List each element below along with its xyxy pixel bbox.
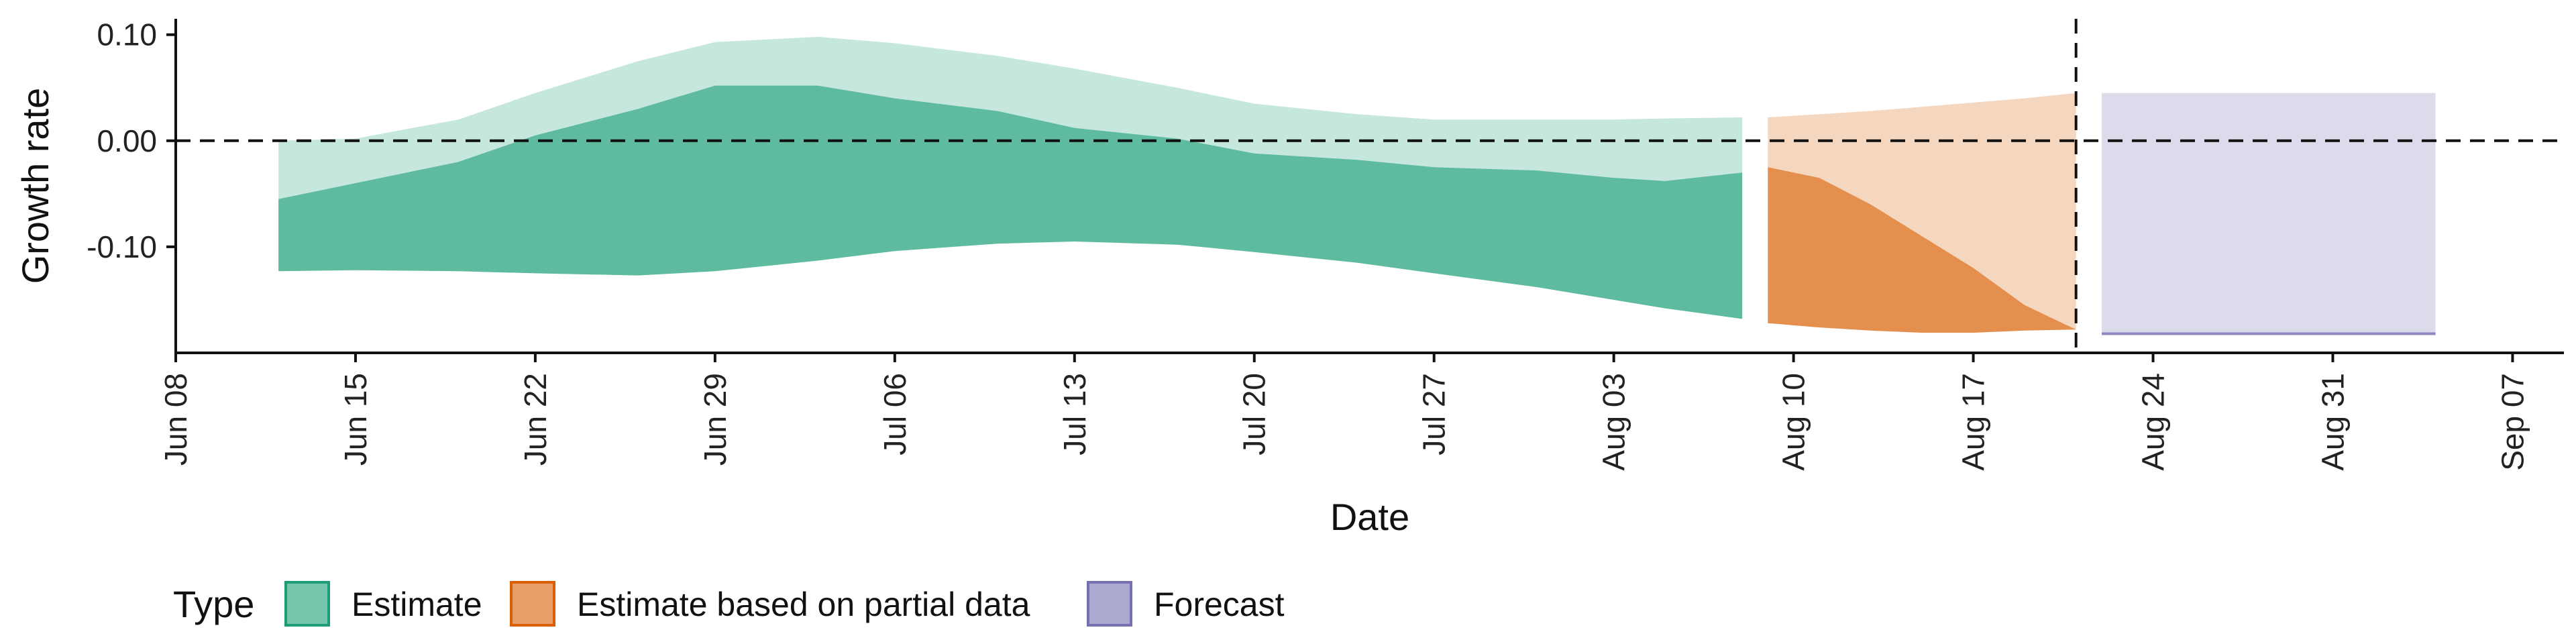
- x-tick-label: Aug 31: [2315, 373, 2350, 471]
- plot-area: [176, 19, 2564, 353]
- x-ticks: Jun 08 Jun 15 Jun 22 Jun 29 Jul 06 Jul 13 Jul …: [158, 353, 2530, 471]
- series-0-inner-band: [278, 85, 1743, 319]
- x-tick-label: Jun 29: [698, 373, 733, 466]
- series-bands: [278, 36, 2436, 335]
- series-2-outer-band: [2102, 93, 2436, 334]
- x-tick-label: Jul 27: [1417, 373, 1452, 455]
- x-tick-label: Sep 07: [2495, 373, 2530, 471]
- x-tick-label: Jun 15: [338, 373, 373, 466]
- x-tick-label: Aug 03: [1597, 373, 1631, 471]
- y-axis: 0.10 0.00 -0.10: [87, 17, 177, 353]
- x-tick-label: Aug 17: [1956, 373, 1991, 471]
- legend-label: Estimate based on partial data: [577, 586, 1030, 623]
- x-tick-label: Jul 20: [1237, 373, 1272, 455]
- x-tick-label: Jun 22: [518, 373, 553, 466]
- y-axis-title: Growth rate: [14, 88, 56, 284]
- legend-label: Estimate: [352, 586, 482, 623]
- x-axis-title: Date: [1330, 496, 1409, 538]
- series-1-inner-band: [1768, 167, 2076, 333]
- x-tick-label: Jul 13: [1057, 373, 1092, 455]
- legend-items: Estimate Estimate based on partial data Fo…: [284, 581, 1285, 627]
- x-tick-label: Jul 06: [877, 373, 912, 455]
- legend-swatch: [1087, 581, 1132, 627]
- x-tick-label: Aug 24: [2136, 373, 2171, 471]
- legend: Type Estimate Estimate based on partial d…: [173, 581, 1285, 627]
- legend-label: Forecast: [1154, 586, 1285, 623]
- y-ticks: 0.10 0.00 -0.10: [87, 17, 176, 264]
- x-axis: Jun 08 Jun 15 Jun 22 Jun 29 Jul 06 Jul 13 Jul …: [158, 352, 2564, 471]
- legend-title: Type: [173, 583, 254, 625]
- legend-swatch: [510, 581, 555, 627]
- legend-swatch: [284, 581, 330, 627]
- x-tick-label: Aug 10: [1776, 373, 1811, 471]
- x-tick-label: Jun 08: [158, 373, 193, 466]
- y-tick-label: 0.00: [97, 123, 157, 158]
- y-tick-label: -0.10: [87, 229, 157, 264]
- y-tick-label: 0.10: [97, 17, 157, 52]
